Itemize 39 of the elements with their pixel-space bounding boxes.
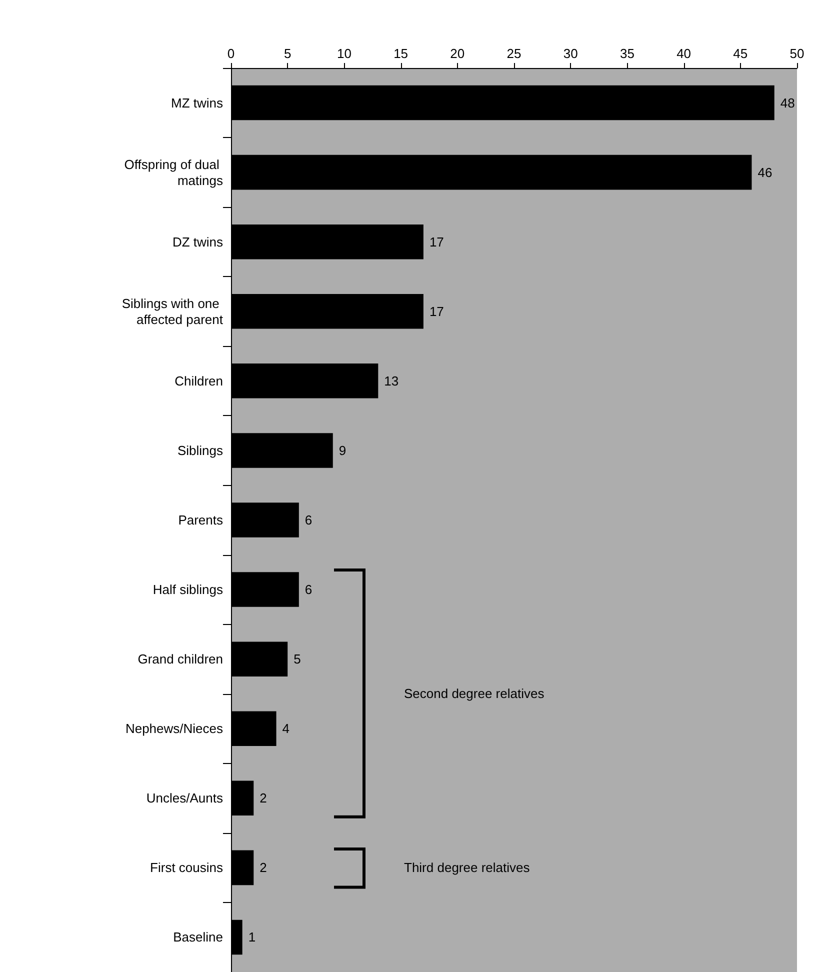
y-tick-label: DZ twins bbox=[172, 234, 224, 250]
y-tick-label: Grand children bbox=[138, 652, 223, 667]
data-label: 6 bbox=[304, 512, 312, 528]
x-tick-label: 5 bbox=[284, 46, 292, 61]
data-label: 1 bbox=[248, 930, 256, 945]
data-label: 13 bbox=[384, 373, 399, 388]
data-label: 17 bbox=[429, 304, 444, 319]
x-tick-label: 0 bbox=[227, 46, 235, 61]
y-tick-label: First cousins bbox=[150, 860, 224, 876]
y-tick-label: Parents bbox=[178, 512, 224, 528]
x-tick-label: 20 bbox=[450, 46, 465, 61]
x-tick-label: 15 bbox=[394, 46, 408, 61]
data-label: 17 bbox=[429, 234, 444, 250]
x-tick-label: 40 bbox=[676, 46, 692, 61]
data-label: 9 bbox=[338, 442, 346, 458]
y-tick-label: Nephews/Nieces bbox=[125, 721, 224, 736]
y-tick-label: Siblings bbox=[177, 442, 224, 458]
data-label: 2 bbox=[260, 790, 267, 806]
data-label: 2 bbox=[260, 860, 267, 876]
x-tick-label: 10 bbox=[336, 46, 352, 61]
x-tick-label: 30 bbox=[563, 46, 578, 61]
annotation: Third degree relatives bbox=[404, 860, 530, 876]
y-tick-label: Offspring of dual matings bbox=[124, 156, 224, 188]
x-tick-label: 25 bbox=[506, 46, 522, 61]
y-tick-label: MZ twins bbox=[171, 95, 224, 110]
data-label: 5 bbox=[294, 652, 301, 667]
y-tick-label: Baseline bbox=[173, 930, 223, 945]
data-label: 48 bbox=[780, 95, 795, 110]
annotation: Second degree relatives bbox=[404, 686, 544, 702]
y-tick-label: Children bbox=[174, 373, 223, 388]
y-tick-label: Uncles/Aunts bbox=[146, 790, 224, 806]
x-tick-label: 45 bbox=[733, 46, 748, 61]
data-label: 6 bbox=[304, 582, 312, 598]
data-label: 4 bbox=[282, 721, 290, 736]
x-tick-label: 35 bbox=[620, 46, 634, 61]
data-label: 46 bbox=[758, 164, 772, 180]
y-tick-label: Half siblings bbox=[152, 582, 224, 598]
y-tick-label: Siblings with one affected parent bbox=[122, 296, 224, 327]
x-tick-label: 50 bbox=[790, 46, 804, 61]
